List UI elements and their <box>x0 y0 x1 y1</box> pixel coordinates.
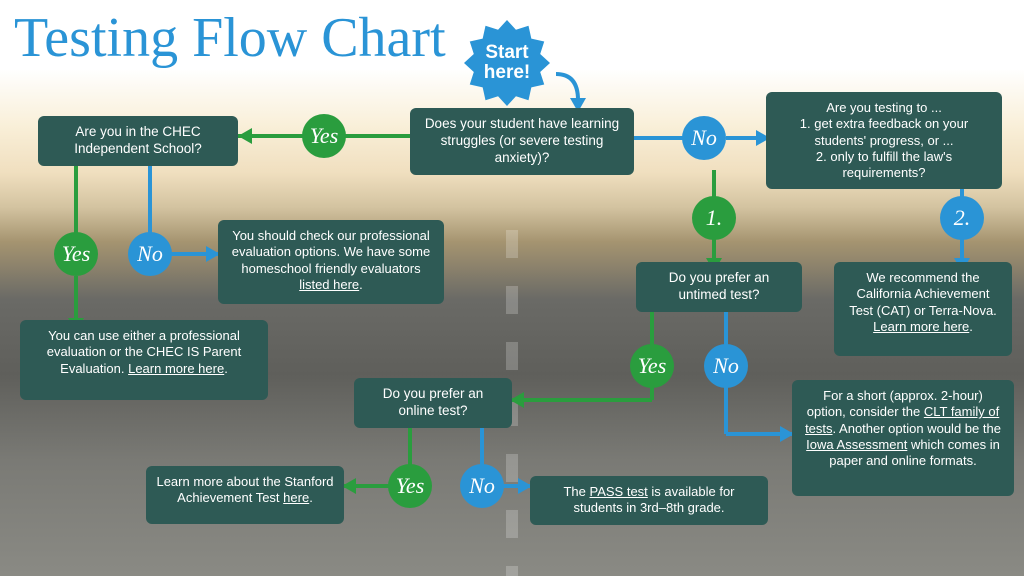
connector-arrow <box>342 478 356 494</box>
connector-line <box>724 308 728 346</box>
connector-line <box>74 162 78 234</box>
badge-yes2: Yes <box>54 232 98 276</box>
box-q_struggles: Does your student have learning struggle… <box>410 108 634 175</box>
connector-line <box>512 398 652 402</box>
badge-no3: No <box>704 344 748 388</box>
badge-yes4: Yes <box>388 464 432 508</box>
connector-arrow <box>238 128 252 144</box>
connector-arrow <box>510 392 524 408</box>
box-q_online: Do you prefer an online test? <box>354 378 512 428</box>
connector-line <box>480 424 484 466</box>
box-q_untimed: Do you prefer an untimed test? <box>636 262 802 312</box>
connector-line <box>74 276 78 322</box>
connector-line <box>724 386 728 434</box>
page-title: Testing Flow Chart <box>14 6 446 70</box>
badge-no2: No <box>682 116 726 160</box>
box-a_parent_eval: You can use either a professional evalua… <box>20 320 268 400</box>
box-a_stanford: Learn more about the Stanford Achievemen… <box>146 466 344 524</box>
badge-one: 1. <box>692 196 736 240</box>
badge-yes1: Yes <box>302 114 346 158</box>
box-q_purpose: Are you testing to ...1. get extra feedb… <box>766 92 1002 189</box>
box-q_chec: Are you in the CHEC Independent School? <box>38 116 238 166</box>
connector-line <box>650 308 654 346</box>
connector-line <box>408 424 412 466</box>
box-a_clt_iowa: For a short (approx. 2-hour) option, con… <box>792 380 1014 496</box>
box-a_pass: The PASS test is available for students … <box>530 476 768 525</box>
badge-yes3: Yes <box>630 344 674 388</box>
badge-no1: No <box>128 232 172 276</box>
box-a_prof_eval: You should check our professional evalua… <box>218 220 444 304</box>
badge-no4: No <box>460 464 504 508</box>
start-here-label: Starthere! <box>484 43 530 83</box>
connector-line <box>634 136 684 140</box>
connector-line <box>712 170 716 198</box>
start-here-badge: Starthere! <box>464 20 550 106</box>
box-a_cat: We recommend the California Achievement … <box>834 262 1012 356</box>
badge-two: 2. <box>940 196 984 240</box>
connector-line <box>344 134 412 138</box>
connector-line <box>148 162 152 234</box>
